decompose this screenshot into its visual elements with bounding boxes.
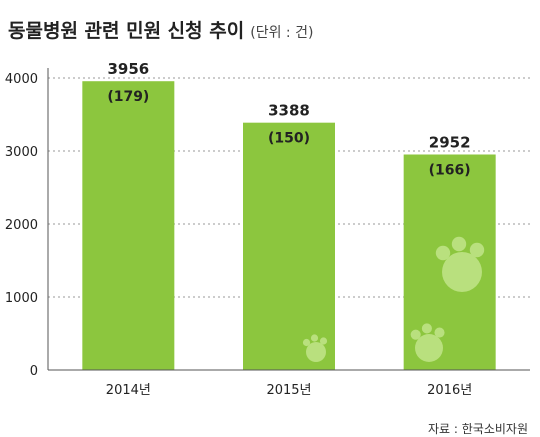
- source-note: 자료 : 한국소비자원: [428, 422, 528, 436]
- bar-value-label: 3388: [268, 102, 310, 120]
- title-text: 동물병원 관련 민원 신청 추이: [8, 20, 245, 42]
- bar-sub-label: (150): [268, 131, 310, 147]
- x-tick-label: 2015년: [266, 383, 311, 398]
- x-tick-label: 2014년: [106, 383, 151, 398]
- paw-print-icon: [302, 334, 328, 362]
- bar-sub-label: (166): [429, 163, 471, 179]
- y-tick-label: 2000: [5, 218, 38, 233]
- bar-sub-label: (179): [107, 89, 149, 105]
- x-tick-label: 2016년: [427, 383, 472, 398]
- y-tick-label: 0: [30, 364, 38, 379]
- bar-value-label: 2952: [429, 134, 471, 152]
- paw-print-icon: [410, 323, 445, 362]
- chart-title: 동물병원 관련 민원 신청 추이 (단위 : 건): [8, 16, 313, 43]
- bar-value-label: 3956: [107, 60, 149, 78]
- unit-note: (단위 : 건): [250, 25, 314, 41]
- bar-2014년: [82, 81, 175, 370]
- y-tick-label: 3000: [5, 145, 38, 160]
- bar-2015년: [243, 122, 335, 371]
- paw-print-icon: [435, 236, 485, 292]
- y-tick-label: 1000: [5, 291, 38, 306]
- y-tick-label: 4000: [5, 72, 38, 87]
